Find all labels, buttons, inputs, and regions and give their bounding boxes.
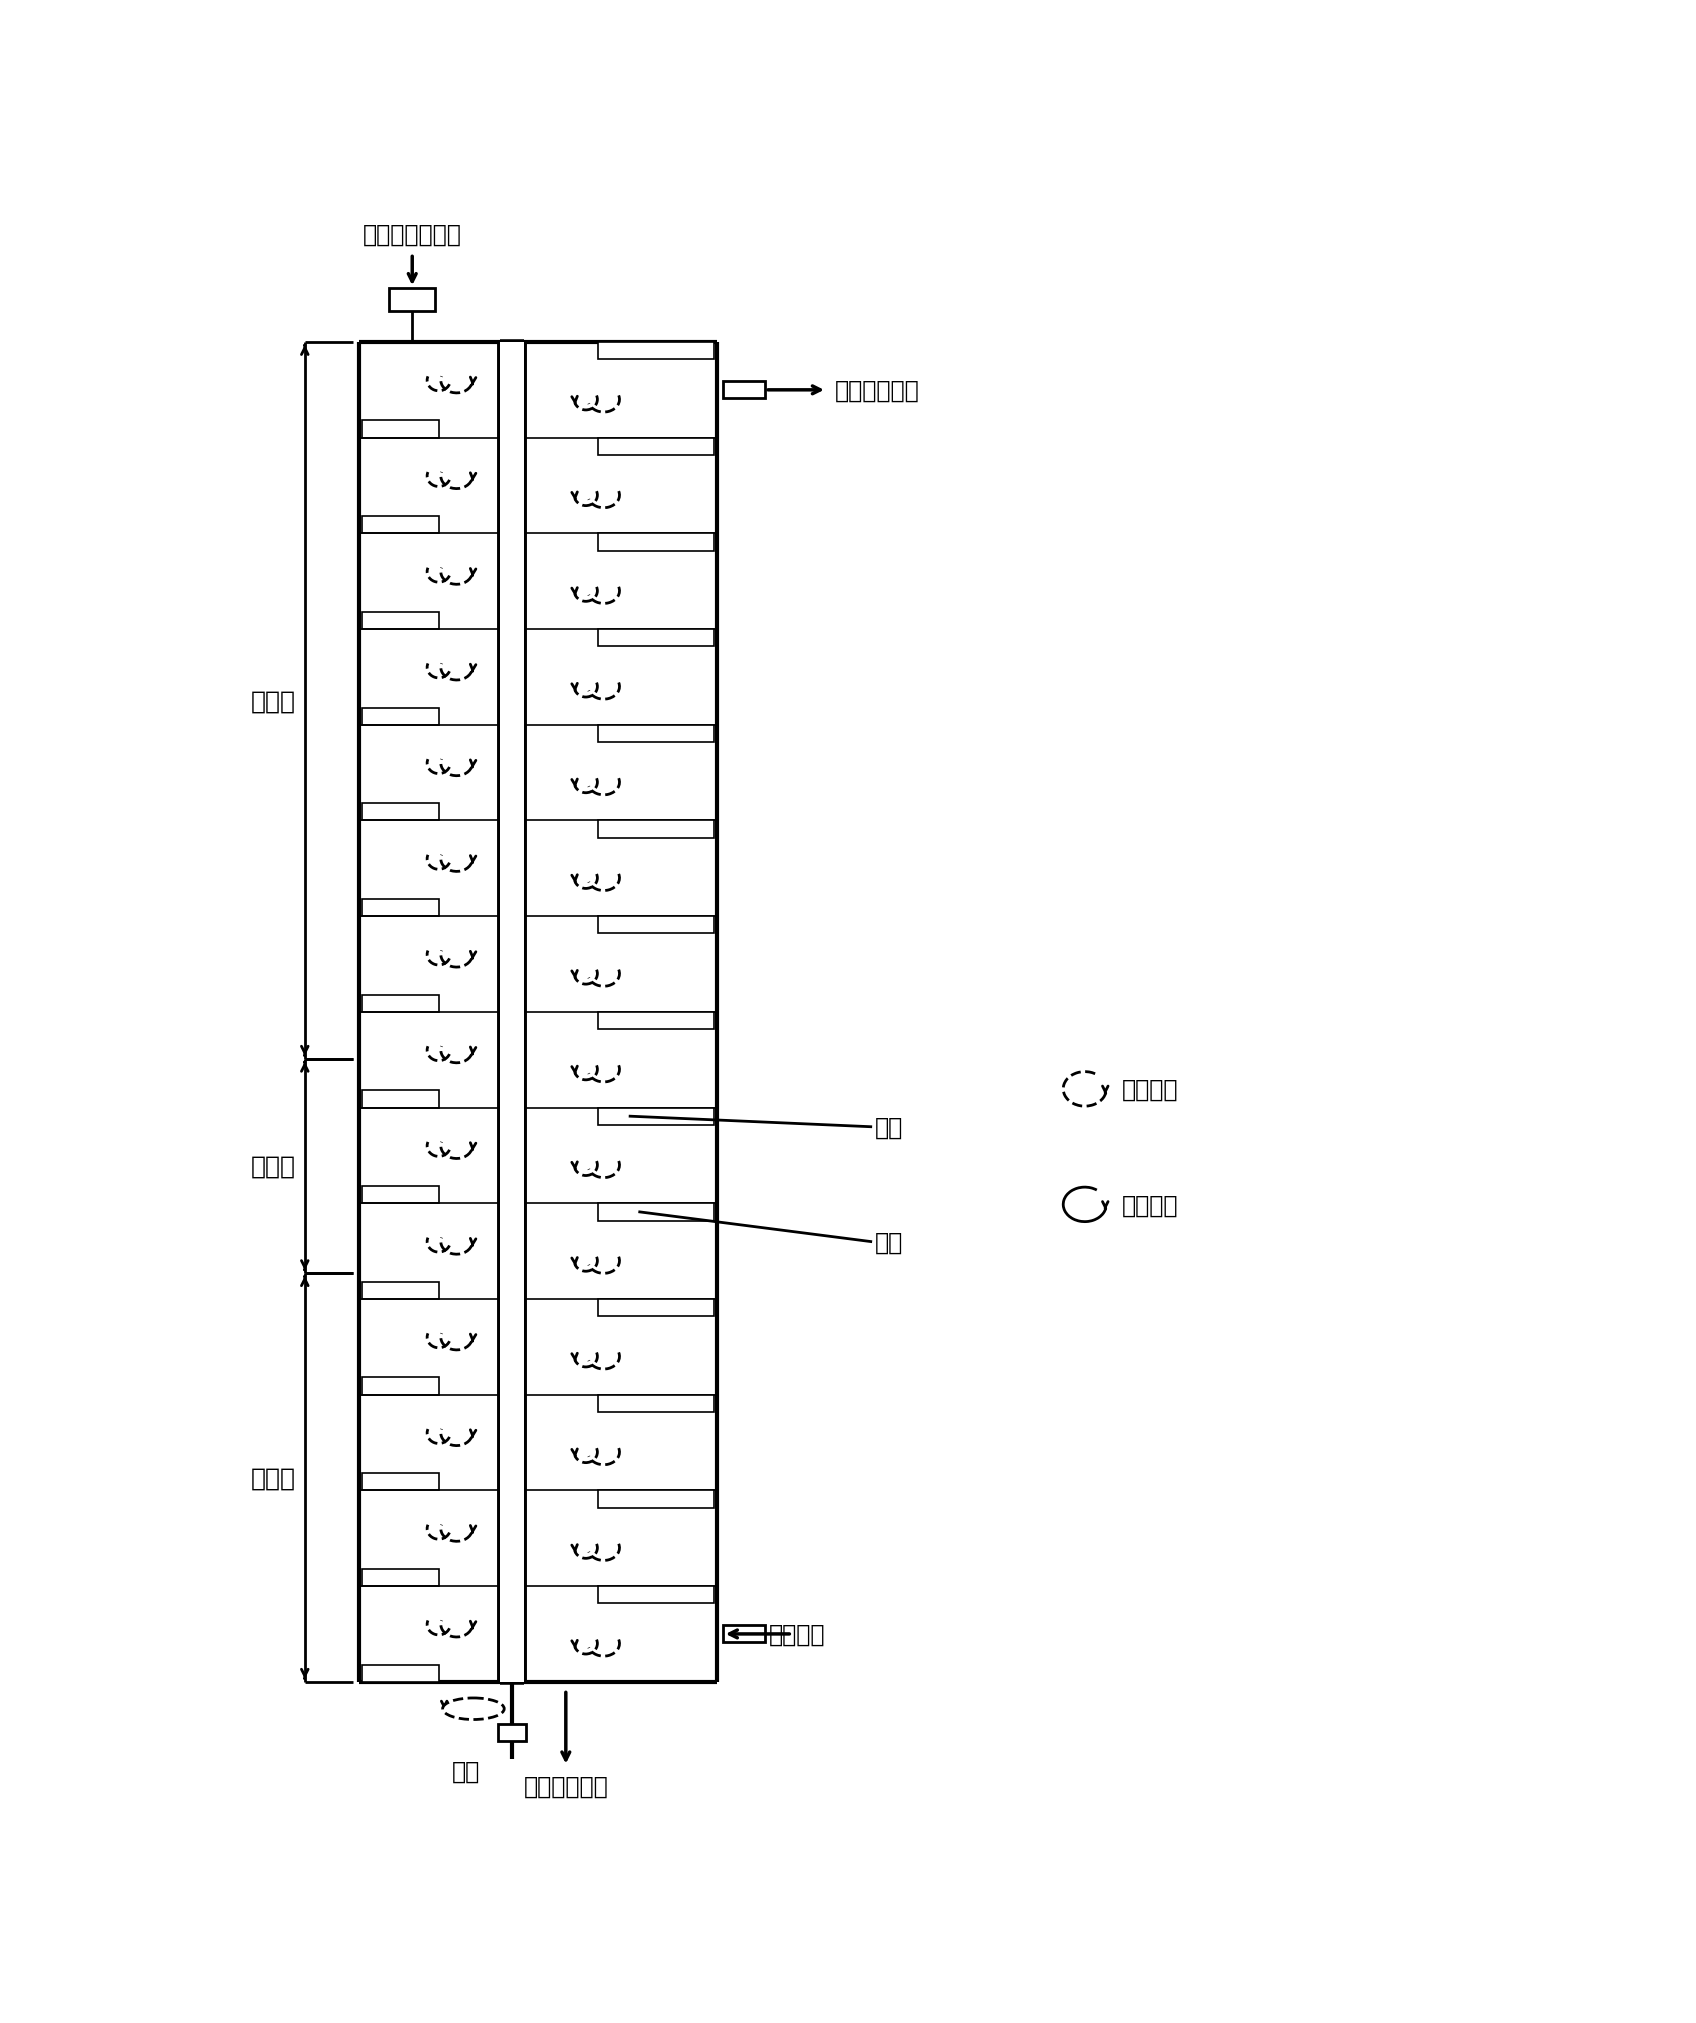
Bar	[361, 708, 439, 726]
Bar	[499, 1724, 526, 1742]
Bar	[388, 289, 436, 312]
Bar	[722, 1626, 765, 1643]
Text: 刮板: 刮板	[875, 1115, 902, 1139]
Bar	[599, 534, 714, 552]
Text: 转轴: 转轴	[451, 1758, 480, 1782]
Bar	[599, 439, 714, 455]
Bar	[599, 1109, 714, 1125]
Bar	[361, 900, 439, 916]
Text: 升温段: 升温段	[251, 690, 295, 712]
Text: 气体路径: 气体路径	[1121, 1078, 1179, 1101]
Bar	[599, 1586, 714, 1604]
Text: 固体路径: 固体路径	[1121, 1194, 1179, 1216]
Bar	[361, 1473, 439, 1491]
Text: 活化物料出口: 活化物料出口	[524, 1774, 609, 1798]
Bar	[361, 1090, 439, 1109]
Text: 恒温段: 恒温段	[251, 1155, 295, 1177]
Bar	[599, 1204, 714, 1222]
Bar	[500, 342, 524, 1681]
Bar	[599, 1396, 714, 1412]
Bar	[361, 1185, 439, 1204]
Bar	[599, 1012, 714, 1030]
Bar	[361, 1570, 439, 1586]
Bar	[599, 916, 714, 935]
Bar	[361, 421, 439, 439]
Bar	[361, 1378, 439, 1396]
Text: 降温段: 降温段	[251, 1467, 295, 1489]
Text: 料板: 料板	[875, 1230, 902, 1254]
Bar	[361, 1283, 439, 1299]
Bar	[361, 803, 439, 821]
Bar	[361, 1665, 439, 1681]
Bar	[599, 629, 714, 647]
Text: 气态产物出口: 气态产物出口	[834, 378, 919, 403]
Bar	[599, 1491, 714, 1507]
Bar	[722, 382, 765, 399]
Bar	[599, 1299, 714, 1317]
Text: 预活化物料入口: 预活化物料入口	[363, 223, 461, 247]
Bar	[599, 342, 714, 360]
Ellipse shape	[443, 1697, 504, 1720]
Bar	[361, 613, 439, 629]
Bar	[599, 821, 714, 838]
Text: 载气入口: 载气入口	[768, 1622, 826, 1647]
Bar	[599, 726, 714, 742]
Bar	[361, 518, 439, 534]
Bar	[361, 995, 439, 1012]
